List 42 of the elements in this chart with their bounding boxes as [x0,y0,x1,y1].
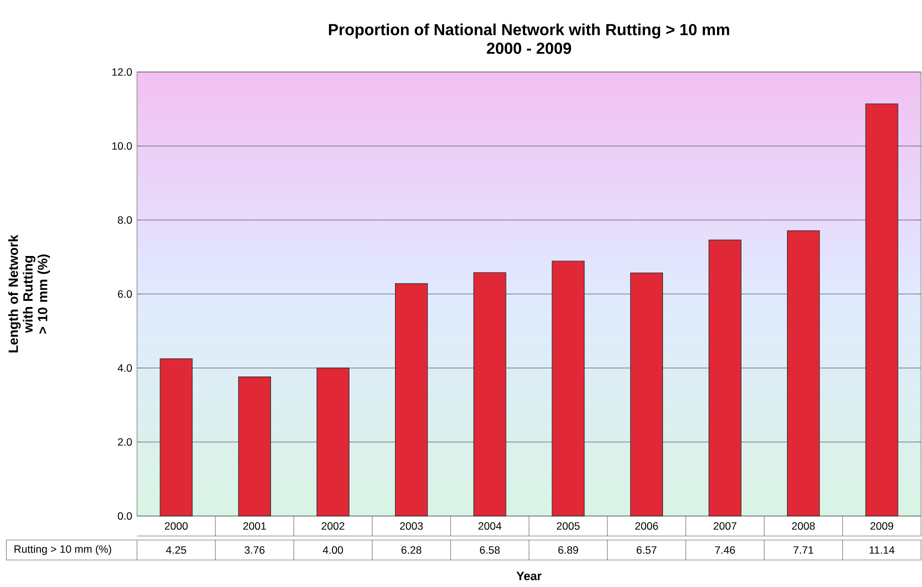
chart-title: Proportion of National Network with Rutting > 10 mm [328,24,730,39]
x-axis-title: Year [516,572,542,580]
bar [316,368,350,516]
x-tick-label: 2003 [400,522,423,530]
bar [630,272,664,516]
bar [160,358,193,516]
x-tick-label: 2004 [478,522,502,530]
text: Rutting > 10 mm (%) [14,545,112,555]
y-tick-label: 8.0 [118,216,132,224]
data-label: 4.25 [166,546,186,554]
data-label: 4.00 [322,546,343,554]
data-label: 3.76 [244,546,265,554]
bar [552,260,585,516]
data-label: 6.89 [558,546,578,554]
y-tick-label: 0.0 [118,512,132,520]
x-tick-label: 2005 [556,522,580,530]
x-tick-label: 2000 [164,522,188,530]
y-tick-label: 4.0 [118,364,132,372]
x-tick-label: 2007 [714,522,736,530]
data-label: 7.71 [794,546,814,554]
data-label: 6.57 [636,546,656,554]
bar [473,272,506,516]
y-axis-title: Length of Network with Rutting > 10 mm (%) [8,234,50,352]
bar [394,283,428,516]
data-label: 7.46 [715,546,735,554]
x-tick-label: 2006 [635,522,658,530]
data-label: 6.58 [480,546,500,554]
bar [238,376,272,516]
y-tick-label: 6.0 [118,290,132,298]
y-tick-label: 10.0 [112,142,132,150]
bar [786,230,820,516]
bar [708,240,742,516]
x-tick-label: 2009 [870,522,894,530]
chart-subtitle: 2000 - 2009 [486,42,572,54]
bar [865,103,898,516]
x-tick-label: 2008 [792,522,815,530]
data-label: 6.28 [402,546,422,554]
x-tick-label: 2001 [243,522,266,530]
y-tick-label: 2.0 [118,438,132,446]
data-label: 11.14 [870,546,894,554]
y-tick-label: 12.0 [112,68,132,76]
x-tick-label: 2002 [322,522,344,530]
